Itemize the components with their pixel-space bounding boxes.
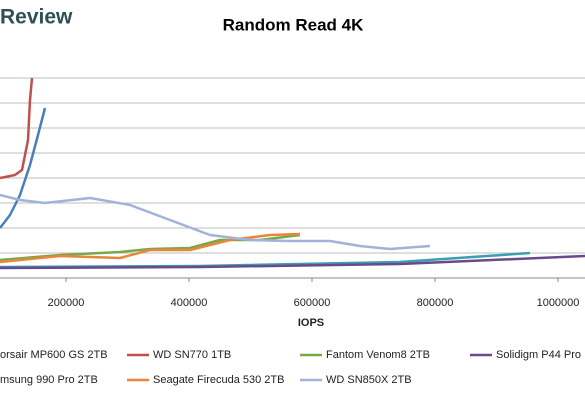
series-line	[0, 107, 47, 229]
x-axis-label: IOPS	[298, 317, 324, 329]
legend-label: orsair MP600 GS 2TB	[0, 349, 108, 361]
x-tick-label: 800000	[417, 297, 454, 309]
legend-label: Fantom Venom8 2TB	[326, 349, 430, 361]
legend-label: Seagate Firecuda 530 2TB	[153, 374, 284, 386]
x-tick-label: 400000	[171, 297, 208, 309]
legend-label: Solidigm P44 Pro	[496, 349, 581, 361]
legend-label: WD SN850X 2TB	[326, 374, 412, 386]
chart-title: Random Read 4K	[223, 15, 364, 34]
legend-label: WD SN770 1TB	[153, 349, 231, 361]
series-line	[0, 193, 431, 251]
series-line	[0, 232, 301, 264]
x-tick-label: 200000	[48, 297, 85, 309]
series-line	[0, 254, 585, 270]
legend-label: msung 990 Pro 2TB	[0, 374, 98, 386]
series-line	[0, 77, 34, 180]
x-tick-label: 600000	[294, 297, 331, 309]
x-tick-label: 1000000	[537, 297, 580, 309]
logo: Review	[0, 6, 73, 29]
